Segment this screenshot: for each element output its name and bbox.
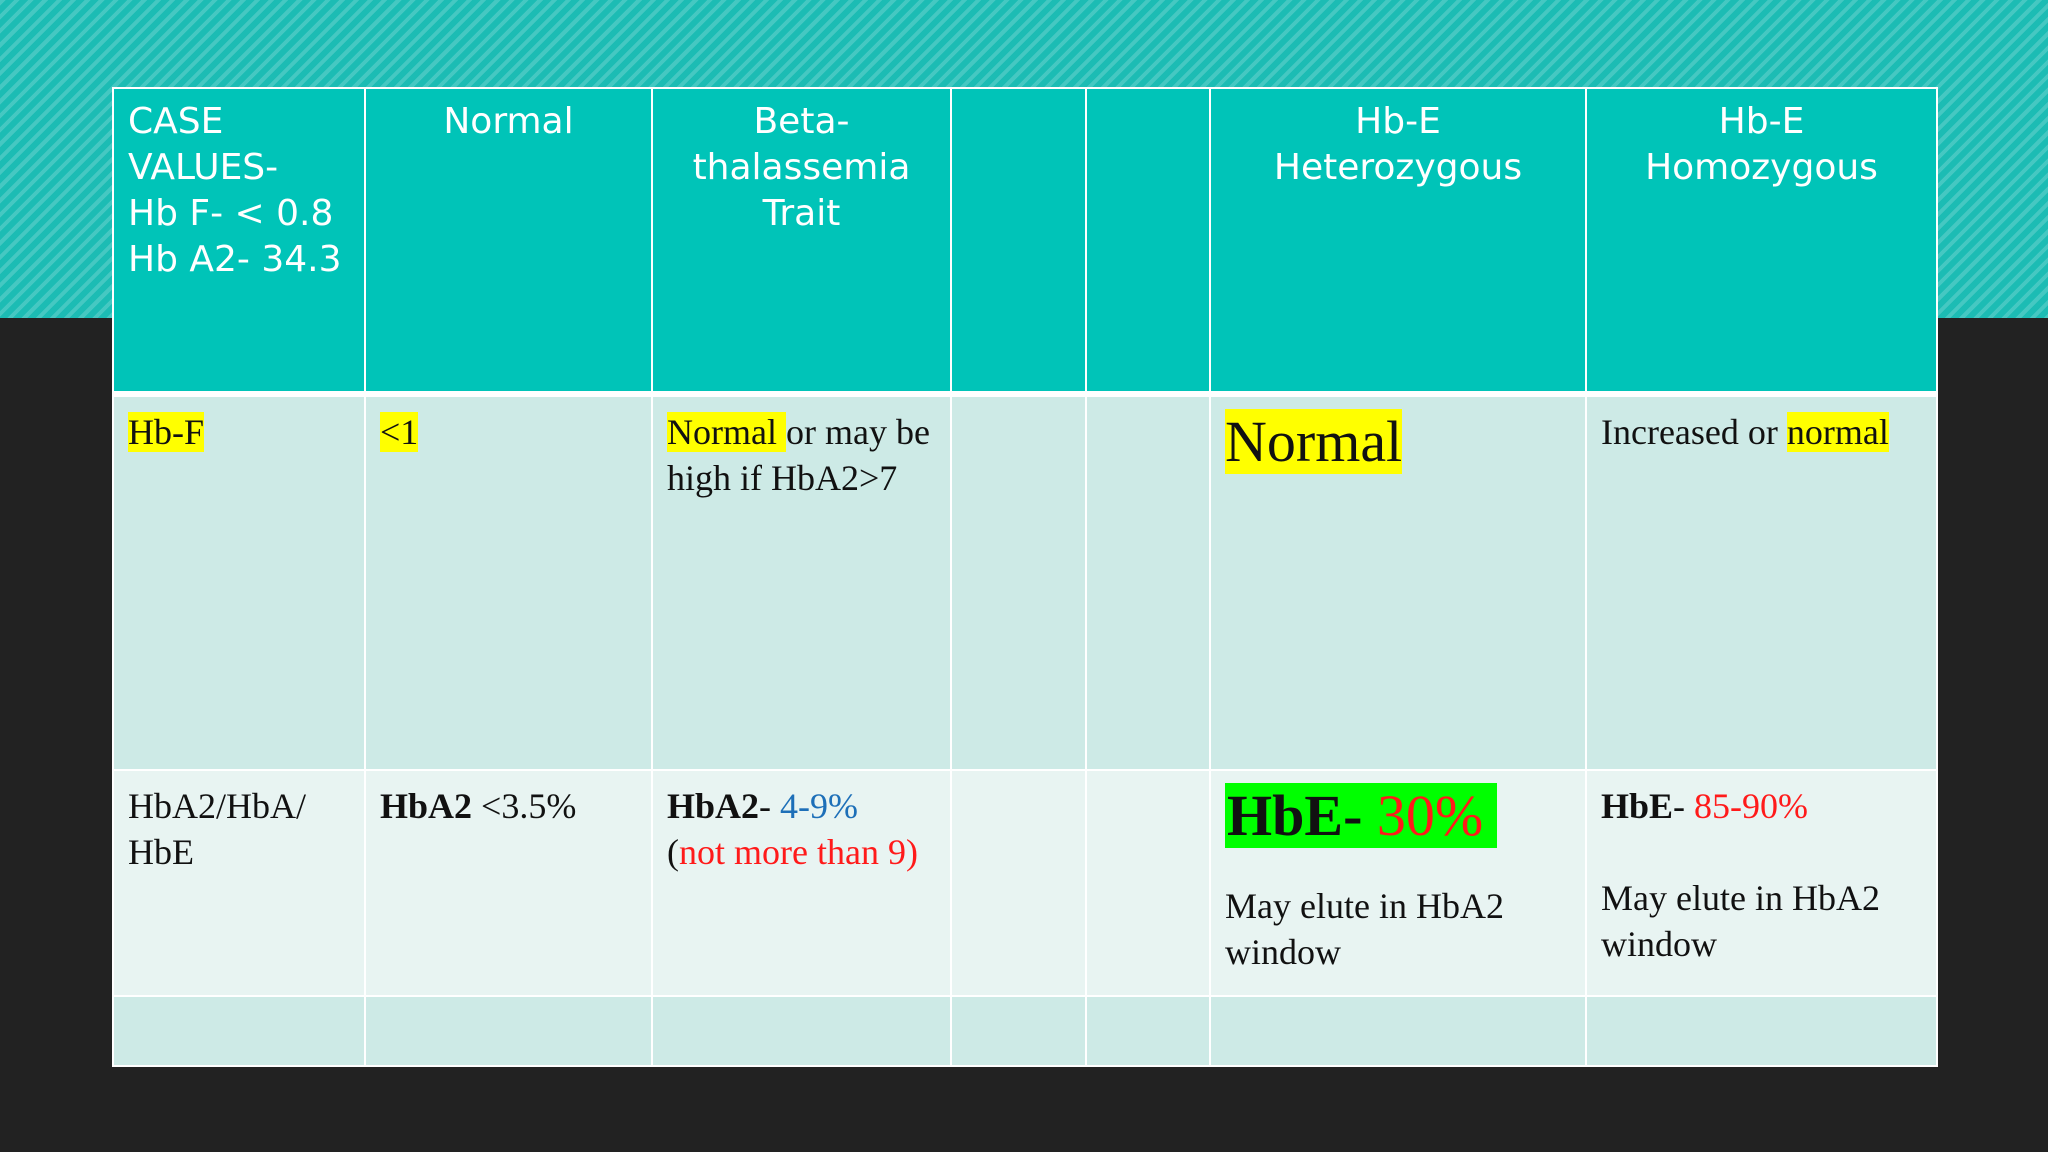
beta-line-1: Beta- — [753, 101, 850, 142]
hba2-beta-dash: - — [759, 786, 781, 826]
empty-cell — [364, 995, 653, 1067]
case-line-1: CASE — [128, 101, 224, 142]
hba2-empty-col-4 — [950, 769, 1087, 997]
table-row-empty — [112, 995, 1938, 1067]
header-hbe-homozygous: Hb-E Homozygous — [1585, 87, 1938, 395]
hbf-beta-highlight: Normal — [667, 412, 786, 452]
hba2-beta-paren-open: ( — [667, 832, 679, 872]
hba2-beta-paren-close: ) — [905, 832, 918, 872]
hba2-hbe-het-dash: - — [1343, 783, 1377, 848]
hba2-beta-bold: HbA2 — [667, 786, 760, 826]
empty-cell — [1085, 995, 1211, 1067]
hbf-normal-cell: <1 — [364, 393, 653, 771]
hbe-het-line-1: Hb-E — [1355, 101, 1441, 142]
empty-cell — [651, 995, 952, 1067]
hbf-normal-value: <1 — [380, 412, 419, 452]
hba2-hbe-het-highlight: HbE- 30% — [1225, 783, 1498, 848]
hba2-empty-col-5 — [1085, 769, 1211, 997]
header-hbe-heterozygous: Hb-E Heterozygous — [1209, 87, 1587, 395]
hba2-hbe-hom-note: May elute in HbA2 window — [1601, 878, 1880, 964]
header-case-values: CASE VALUES- Hb F- < 0.8 Hb A2- 34.3 — [112, 87, 366, 395]
beta-line-3: Trait — [762, 193, 841, 234]
table-row-hba2: HbA2/HbA/ HbE HbA2 <3.5% HbA2- 4-9% (not… — [112, 769, 1938, 997]
hba2-hbe-hom-dash: - — [1673, 786, 1695, 826]
empty-cell — [1585, 995, 1938, 1067]
hbf-beta-cell: Normal or may be high if HbA2>7 — [651, 393, 952, 771]
hba2-hbe-hom-value: 85-90% — [1694, 786, 1809, 826]
hbf-hbe-het-value: Normal — [1225, 409, 1403, 474]
header-normal-label: Normal — [443, 101, 574, 142]
case-line-3: Hb F- < 0.8 — [128, 193, 334, 234]
empty-cell — [950, 995, 1087, 1067]
hba2-normal-value: <3.5% — [472, 786, 577, 826]
hba2-label-cell: HbA2/HbA/ HbE — [112, 769, 366, 997]
comparison-table: CASE VALUES- Hb F- < 0.8 Hb A2- 34.3 Nor… — [112, 87, 1938, 1067]
table-row-hbf: Hb-F <1 Normal or may be high if HbA2>7 … — [112, 393, 1938, 771]
hba2-hbe-het-note: May elute in HbA2 window — [1225, 886, 1504, 972]
hba2-beta-note: not more than 9 — [679, 832, 906, 872]
hba2-hbe-hom-bold: HbE — [1601, 786, 1674, 826]
hbe-hom-line-1: Hb-E — [1718, 101, 1805, 142]
header-empty-col-4 — [950, 87, 1087, 395]
hbf-empty-col-4 — [950, 393, 1087, 771]
hba2-beta-cell: HbA2- 4-9% (not more than 9) — [651, 769, 952, 997]
header-empty-col-5 — [1085, 87, 1211, 395]
hbf-hbe-het-cell: Normal — [1209, 393, 1587, 771]
hbe-het-line-2: Heterozygous — [1273, 147, 1523, 188]
hbf-label-cell: Hb-F — [112, 393, 366, 771]
hbf-empty-col-5 — [1085, 393, 1211, 771]
hbf-hbe-hom-cell: Increased or normal — [1585, 393, 1938, 771]
hba2-normal-cell: HbA2 <3.5% — [364, 769, 653, 997]
hbf-hbe-hom-text: Increased or — [1601, 412, 1787, 452]
hba2-label: HbA2/HbA/ HbE — [128, 786, 306, 872]
hba2-hbe-het-cell: HbE- 30% May elute in HbA2 window — [1209, 769, 1587, 997]
empty-cell — [1209, 995, 1587, 1067]
hba2-beta-range: 4-9% — [780, 786, 859, 826]
hbf-label: Hb-F — [128, 412, 205, 452]
case-line-4: Hb A2- 34.3 — [128, 239, 342, 280]
hba2-normal-bold: HbA2 — [380, 786, 473, 826]
hbf-beta-text: or may be high if HbA2>7 — [667, 412, 930, 498]
case-line-2: VALUES- — [128, 147, 279, 188]
hbe-hom-line-2: Homozygous — [1645, 147, 1878, 188]
empty-cell — [112, 995, 366, 1067]
hba2-hbe-hom-cell: HbE- 85-90% May elute in HbA2 window — [1585, 769, 1938, 997]
hba2-hbe-het-bold: HbE — [1227, 783, 1344, 848]
hba2-hbe-het-value: 30% — [1376, 783, 1484, 848]
header-beta-thal: Beta- thalassemia Trait — [651, 87, 952, 395]
hbf-hbe-hom-highlight: normal — [1786, 412, 1889, 452]
header-normal: Normal — [364, 87, 653, 395]
table-header-row: CASE VALUES- Hb F- < 0.8 Hb A2- 34.3 Nor… — [112, 87, 1938, 395]
beta-line-2: thalassemia — [692, 147, 911, 188]
